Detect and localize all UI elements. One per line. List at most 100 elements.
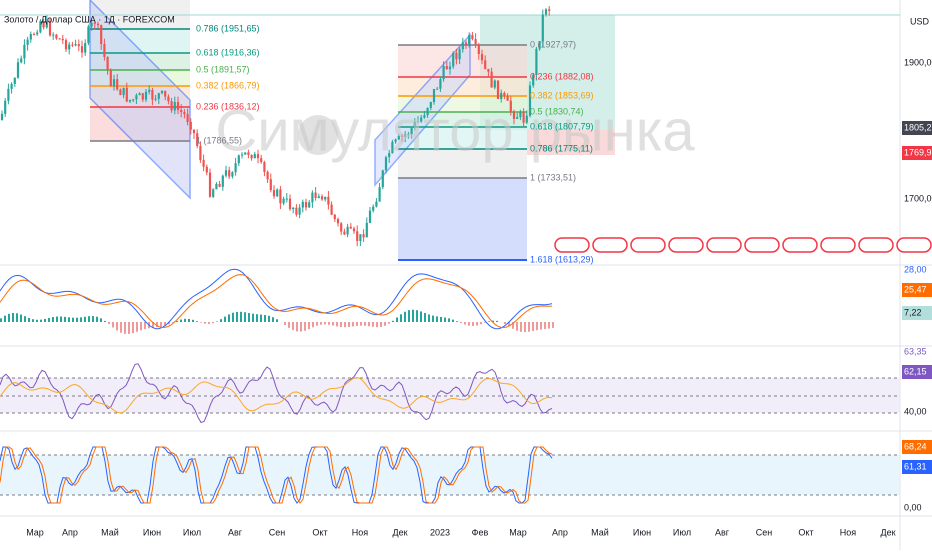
candle-body bbox=[59, 39, 61, 40]
macd-histogram bbox=[208, 322, 210, 324]
time-label: Авг bbox=[228, 527, 243, 537]
candle-body bbox=[222, 176, 224, 187]
candle-body bbox=[369, 211, 371, 223]
candle-body bbox=[148, 90, 150, 92]
macd-histogram bbox=[0, 318, 2, 322]
macd-histogram bbox=[408, 310, 410, 322]
price-label: 1700,00 bbox=[904, 193, 932, 203]
candle-body bbox=[443, 66, 445, 79]
candle-body bbox=[484, 60, 486, 69]
candle-body bbox=[270, 179, 272, 190]
candle-body bbox=[107, 57, 109, 70]
time-label: Ноя bbox=[352, 527, 369, 537]
candle-body bbox=[151, 90, 153, 100]
macd-histogram bbox=[316, 322, 318, 326]
time-label: Апр bbox=[552, 527, 568, 537]
macd-histogram bbox=[304, 322, 306, 331]
candle-body bbox=[436, 89, 438, 90]
candle-body bbox=[350, 227, 352, 229]
candle-body bbox=[347, 227, 349, 235]
macd-histogram bbox=[404, 312, 406, 322]
candle-body bbox=[100, 25, 102, 44]
candle-body bbox=[129, 100, 131, 102]
candle-body bbox=[132, 99, 134, 100]
candle-body bbox=[142, 93, 144, 99]
event-marker bbox=[707, 238, 741, 252]
macd-histogram bbox=[108, 322, 110, 324]
macd-histogram bbox=[368, 322, 370, 326]
candle-body bbox=[308, 202, 310, 207]
macd-histogram bbox=[8, 314, 10, 322]
macd-histogram bbox=[516, 322, 518, 331]
macd-histogram bbox=[356, 322, 358, 326]
macd-histogram bbox=[452, 320, 454, 322]
macd-histogram bbox=[440, 317, 442, 322]
macd-histogram bbox=[76, 318, 78, 322]
price-tag-label: 1769,91 bbox=[904, 147, 932, 157]
macd-histogram bbox=[16, 313, 18, 322]
price-tag-label: 62,15 bbox=[904, 366, 927, 376]
macd-histogram bbox=[244, 312, 246, 322]
macd-histogram bbox=[96, 317, 98, 322]
candle-body bbox=[478, 44, 480, 54]
candle-body bbox=[81, 46, 83, 52]
fib-label: 0.382 (1866,79) bbox=[196, 80, 260, 90]
candle-body bbox=[212, 189, 214, 197]
time-label: 2023 bbox=[430, 527, 450, 537]
price-tag-label: 61,31 bbox=[904, 461, 927, 471]
candle-body bbox=[1, 114, 3, 120]
event-marker bbox=[593, 238, 627, 252]
macd-histogram bbox=[308, 322, 310, 329]
candle-body bbox=[30, 34, 32, 39]
macd-histogram bbox=[60, 317, 62, 322]
fib-label: 0.236 (1836,12) bbox=[196, 101, 260, 111]
candle-body bbox=[276, 190, 278, 197]
time-label: Ноя bbox=[840, 527, 857, 537]
macd-histogram bbox=[188, 319, 190, 322]
macd-histogram bbox=[80, 317, 82, 322]
fib-label: 0.236 (1882,08) bbox=[530, 71, 594, 81]
candle-body bbox=[84, 43, 86, 52]
macd-histogram bbox=[456, 321, 458, 322]
candle-body bbox=[161, 91, 163, 93]
candle-body bbox=[334, 215, 336, 219]
price-label: 1900,00 bbox=[904, 57, 932, 67]
candle-body bbox=[164, 91, 166, 97]
candle-body bbox=[78, 44, 80, 46]
price-tag-label: 68,24 bbox=[904, 441, 927, 451]
macd-histogram bbox=[192, 320, 194, 322]
candle-body bbox=[382, 170, 384, 187]
fib-label: 0.618 (1916,36) bbox=[196, 47, 260, 57]
macd-histogram bbox=[348, 322, 350, 327]
candle-body bbox=[455, 53, 457, 59]
candle-body bbox=[228, 170, 230, 176]
candle-body bbox=[356, 231, 358, 241]
time-label: Июн bbox=[143, 527, 161, 537]
candle-body bbox=[321, 196, 323, 199]
fib-label: 0.786 (1951,65) bbox=[196, 23, 260, 33]
fib-label: 1.618 (1613,29) bbox=[530, 254, 594, 264]
candle-body bbox=[71, 45, 73, 46]
macd-histogram bbox=[268, 316, 270, 322]
candle-body bbox=[286, 199, 288, 200]
fib-label: 0.5 (1830,74) bbox=[530, 106, 584, 116]
macd-histogram bbox=[224, 317, 226, 322]
macd-histogram bbox=[336, 322, 338, 326]
macd-histogram bbox=[24, 316, 26, 322]
macd-histogram bbox=[380, 322, 382, 327]
macd-histogram bbox=[376, 322, 378, 327]
macd-histogram bbox=[412, 310, 414, 322]
time-label: Дек bbox=[880, 527, 895, 537]
macd-histogram bbox=[32, 319, 34, 322]
candle-body bbox=[219, 184, 221, 187]
macd-histogram bbox=[160, 322, 162, 327]
macd-histogram bbox=[364, 322, 366, 326]
macd-histogram bbox=[36, 320, 38, 322]
macd-histogram bbox=[120, 322, 122, 333]
macd-histogram bbox=[540, 322, 542, 330]
indicator-label: 0,00 bbox=[904, 502, 922, 512]
macd-histogram bbox=[384, 322, 386, 326]
candle-body bbox=[65, 40, 67, 49]
candle-body bbox=[363, 234, 365, 237]
